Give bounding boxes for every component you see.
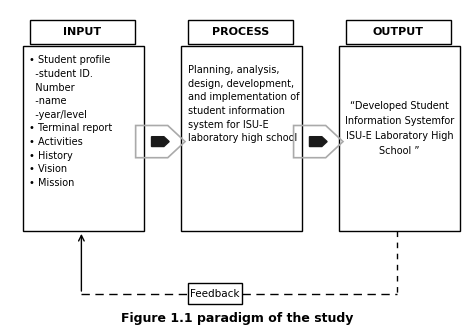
Text: Figure 1.1 paradigm of the study: Figure 1.1 paradigm of the study [121,312,353,325]
Text: INPUT: INPUT [64,27,101,37]
Polygon shape [310,137,327,146]
Text: • Student profile
  -student ID.
  Number
  -name
  -year/level
• Terminal repor: • Student profile -student ID. Number -n… [29,55,112,188]
Text: Planning, analysis,
design, development,
and implementation of
student informati: Planning, analysis, design, development,… [188,65,300,143]
Text: OUTPUT: OUTPUT [373,27,424,37]
Bar [188,283,242,304]
Bar [188,20,293,44]
Bar [346,20,451,44]
Text: “Developed Student
Information Systemfor
ISU-E Laboratory High
School ”: “Developed Student Information Systemfor… [345,101,454,156]
Bar [339,45,460,231]
Text: PROCESS: PROCESS [212,27,269,37]
Text: Feedback: Feedback [190,289,240,299]
Bar [23,45,144,231]
Polygon shape [152,137,169,146]
Bar [30,20,135,44]
Bar [181,45,302,231]
